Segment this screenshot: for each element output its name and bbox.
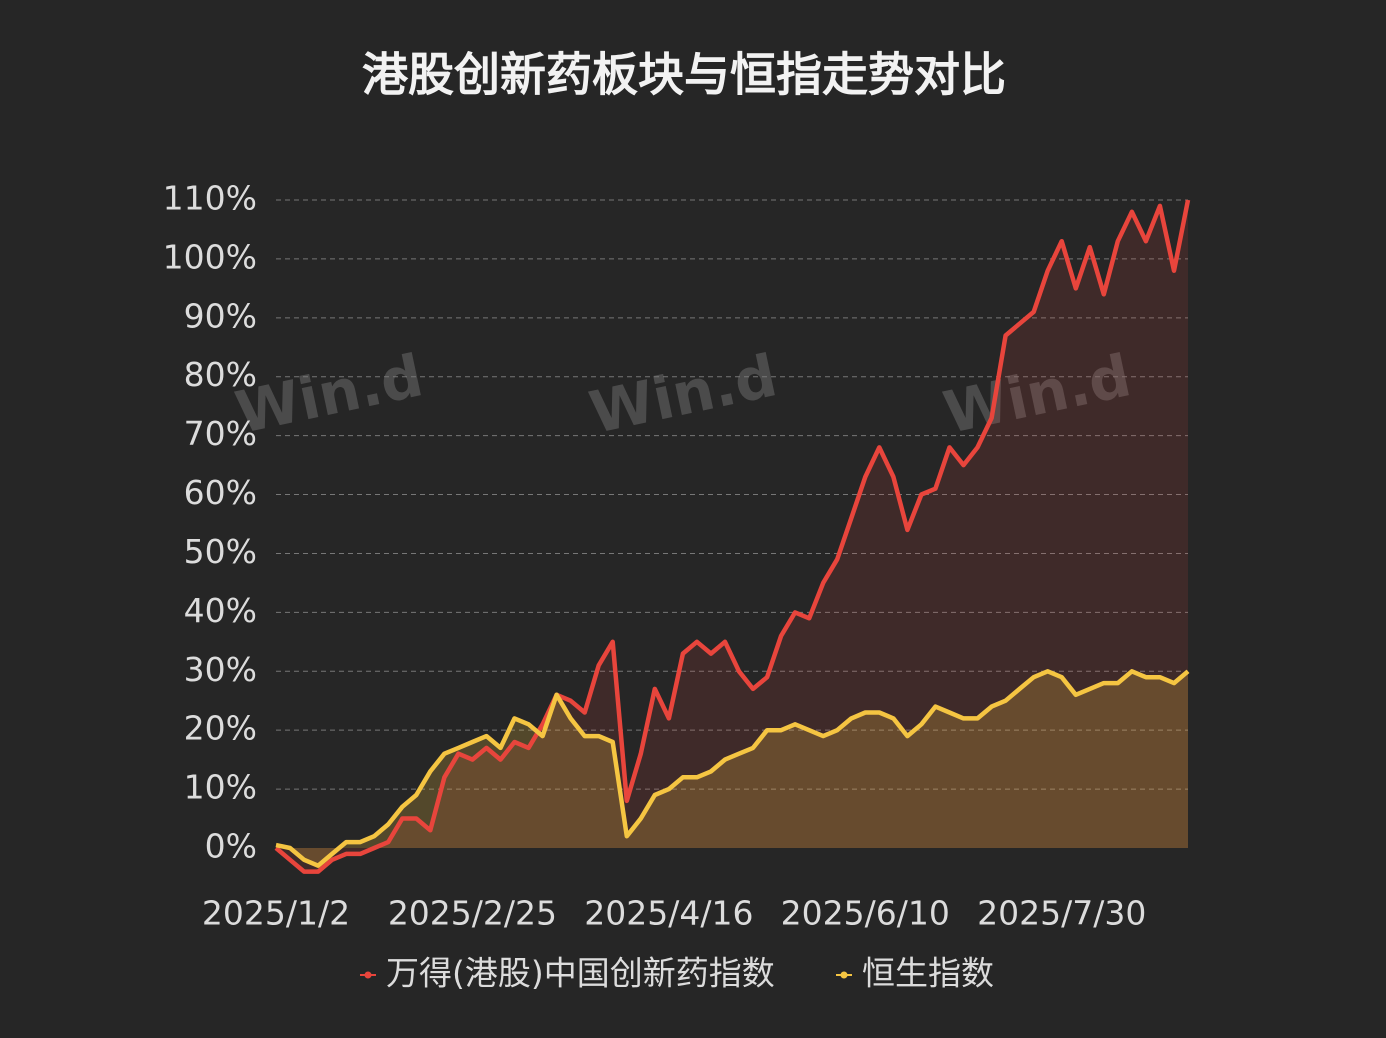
y-tick-label: 100% — [163, 237, 257, 276]
line — [274, 199, 1191, 874]
y-tick-label: 70% — [184, 414, 257, 453]
x-tick-label: 2025/1/2 — [202, 894, 350, 933]
watermark: Win.d — [230, 341, 429, 447]
y-tick-label: 40% — [184, 591, 257, 630]
y-tick-label: 30% — [184, 650, 257, 689]
y-tick-label: 10% — [184, 768, 257, 807]
y-tick-label: 20% — [184, 709, 257, 748]
x-tick-label: 2025/2/25 — [388, 894, 557, 933]
legend-label: 恒生指数 — [862, 954, 994, 993]
x-tick-label: 2025/4/16 — [584, 894, 753, 933]
y-tick-label: 90% — [184, 296, 257, 335]
y-tick-label: 110% — [163, 179, 257, 218]
line — [275, 669, 1190, 868]
y-tick-label: 60% — [184, 473, 257, 512]
area — [276, 200, 1188, 872]
legend-marker — [364, 971, 372, 979]
watermark: Win.d — [584, 341, 783, 447]
chart-title: 港股创新药板块与恒指走势对比 — [362, 48, 1006, 102]
x-tick-label: 2025/6/10 — [781, 894, 950, 933]
y-tick-label: 80% — [184, 355, 257, 394]
x-tick-label: 2025/7/30 — [977, 894, 1146, 933]
y-tick-label: 0% — [205, 827, 257, 866]
area — [276, 671, 1188, 866]
y-tick-label: 50% — [184, 532, 257, 571]
legend-label: 万得(港股)中国创新药指数 — [386, 954, 775, 993]
legend-marker — [840, 971, 848, 979]
